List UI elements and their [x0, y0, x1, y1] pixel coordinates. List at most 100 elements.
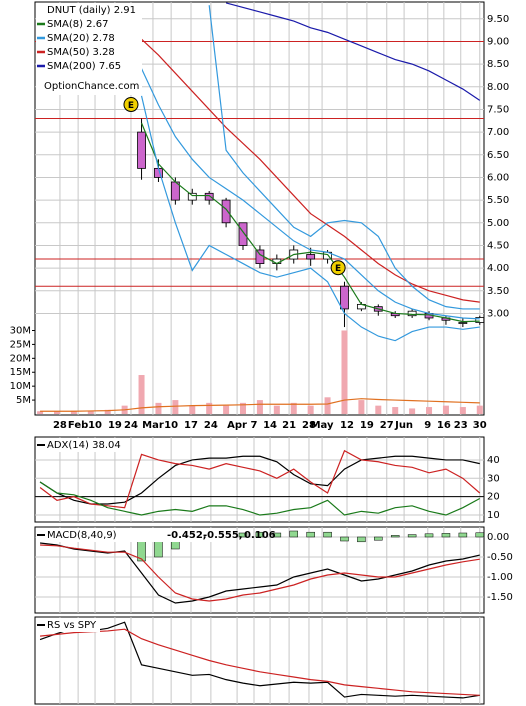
volume-bar: [53, 411, 60, 414]
x-tick-label: 19: [360, 420, 374, 431]
panel-frame: [34, 616, 485, 705]
volume-bar: [37, 411, 44, 414]
volume-bar: [104, 409, 111, 414]
volume-bar: [392, 407, 399, 414]
histogram-bar: [390, 535, 400, 538]
x-tick-label: Apr: [227, 420, 247, 431]
y-tick-label: 3.50: [487, 286, 509, 297]
volume-bar: [87, 410, 94, 414]
volume-bar: [189, 405, 196, 414]
histogram-bar: [475, 532, 484, 538]
histogram-bar: [441, 533, 451, 538]
y-tick-label: 40: [487, 455, 500, 466]
y-tick-label: 30: [487, 473, 500, 484]
volume-bar: [358, 400, 365, 414]
series-line: [39, 455, 480, 505]
y-tick-label: 9.50: [487, 14, 509, 25]
event-marker: [123, 97, 139, 113]
y-tick-label: 9.00: [487, 36, 509, 47]
panel-0: [35, 2, 484, 342]
series-line: [39, 449, 481, 509]
y-tick-label: 5M: [16, 395, 31, 406]
histogram-bar: [289, 530, 298, 538]
series-line: [40, 544, 480, 602]
x-tick-label: 9: [424, 420, 431, 431]
panel-title: ADX(14) 38.04: [47, 440, 121, 451]
panel-title: -0.452,: [167, 530, 207, 541]
y-tick-label: -1.50: [487, 592, 513, 603]
candle-body: [475, 317, 484, 323]
panel-title: 0.106: [244, 530, 276, 541]
volume-bar: [476, 405, 483, 414]
x-tick-label: May: [311, 420, 334, 431]
y-tick-label: 7.00: [487, 127, 509, 138]
y-tick-label: 25M: [10, 339, 31, 350]
histogram-bar: [357, 536, 366, 543]
x-tick-label: 24: [204, 420, 218, 431]
x-tick-label: 14: [263, 420, 277, 431]
panel-1: [37, 330, 483, 414]
volume-bar: [256, 400, 263, 414]
histogram-bar: [374, 536, 383, 541]
panel-4: [39, 621, 480, 699]
y-tick-label: 8.00: [487, 82, 509, 93]
volume-bar: [426, 407, 433, 414]
volume-bar: [155, 402, 162, 414]
event-label: E: [335, 264, 341, 274]
y-tick-label: 3.00: [487, 308, 509, 319]
y-tick-label: 20: [487, 492, 500, 503]
volume-bar: [138, 375, 145, 414]
panel-2: [35, 449, 484, 516]
x-tick-label: Mar: [142, 420, 164, 431]
y-tick-label: 10: [487, 510, 500, 521]
y-tick-label: -1.00: [487, 572, 513, 583]
volume-bar: [324, 397, 331, 414]
panel-title: RS vs SPY: [47, 620, 97, 631]
y-tick-label: 4.50: [487, 240, 509, 251]
volume-bar: [206, 402, 213, 414]
volume-bar: [172, 400, 179, 414]
candle-body: [306, 254, 316, 260]
volume-bar: [223, 405, 230, 414]
title-box: [36, 528, 236, 542]
candle-body: [204, 192, 214, 201]
candle-body: [238, 222, 248, 246]
histogram-bar: [238, 532, 248, 538]
volume-bar: [70, 410, 77, 414]
legend-box: [36, 3, 142, 95]
y-tick-label: 10M: [10, 381, 31, 392]
series-line: [40, 398, 480, 412]
volume-bar: [240, 402, 247, 414]
x-tick-label: 28: [53, 420, 67, 431]
x-tick-label: 24: [124, 420, 138, 431]
x-tick-label: 23: [454, 420, 468, 431]
legend-label: SMA(200) 7.65: [47, 61, 121, 72]
candle-body: [340, 285, 349, 310]
histogram-bar: [458, 532, 468, 538]
x-tick-label: 19: [108, 420, 122, 431]
title-box: [36, 618, 100, 632]
histogram-bar: [323, 531, 332, 538]
y-tick-label: 6.00: [487, 172, 509, 183]
x-tick-label: 10: [164, 420, 178, 431]
y-tick-label: 5.00: [487, 218, 509, 229]
event-marker: [330, 260, 346, 276]
series-line: [140, 95, 480, 342]
x-tick-label: 7: [251, 420, 258, 431]
y-tick-label: 8.50: [487, 59, 509, 70]
chart-title: DNUT (daily) 2.91: [47, 5, 136, 16]
y-tick-label: 20M: [10, 353, 31, 364]
x-tick-label: 27: [380, 420, 394, 431]
candle-body: [255, 249, 265, 264]
series-line: [39, 481, 481, 516]
histogram-bar: [272, 532, 282, 538]
y-tick-label: 5.50: [487, 195, 509, 206]
y-tick-label: 7.50: [487, 104, 509, 115]
title-box: [36, 438, 122, 452]
watermark: OptionChance.com: [44, 81, 139, 92]
legend-label: SMA(50) 3.28: [47, 47, 115, 58]
y-tick-label: -0.50: [487, 552, 513, 563]
series-line: [40, 628, 480, 696]
